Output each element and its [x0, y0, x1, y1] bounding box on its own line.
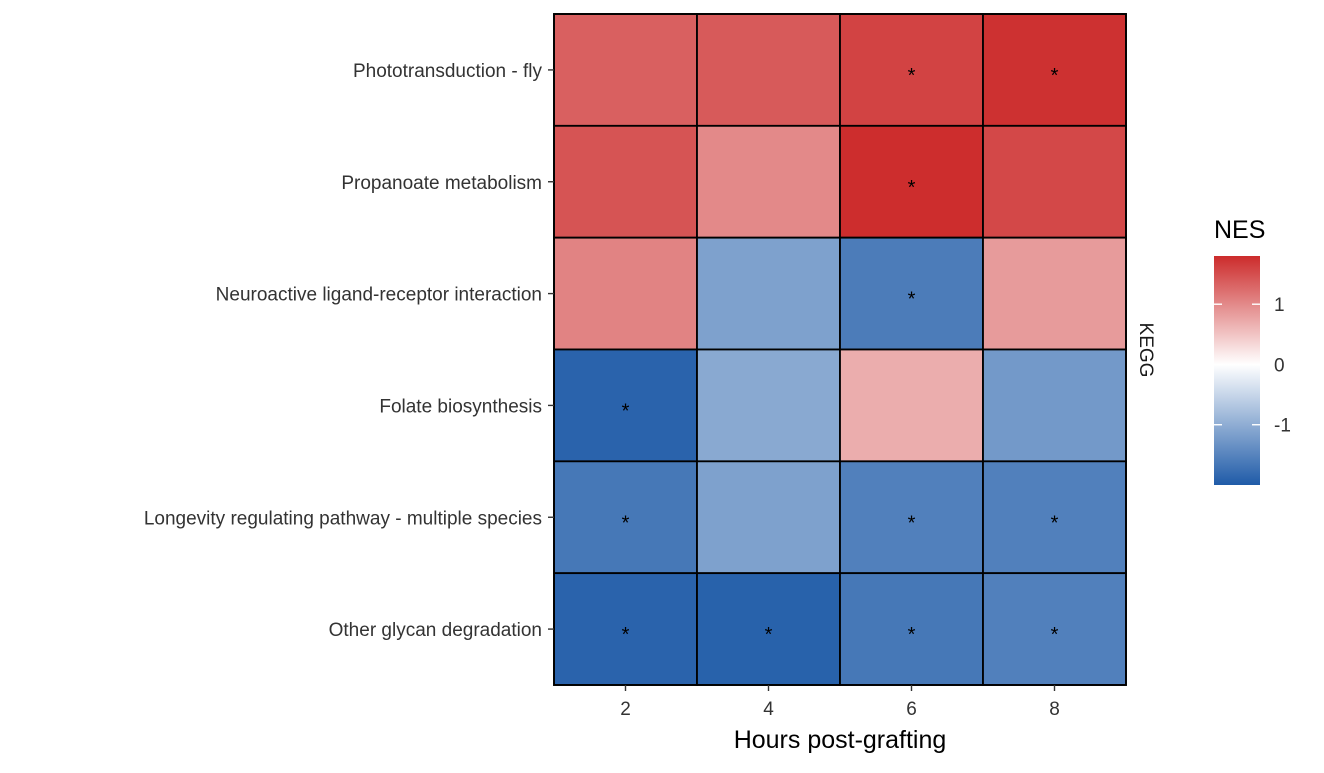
significance-star: * — [622, 624, 630, 646]
facet-strip-label: KEGG — [1135, 323, 1156, 378]
x-tick-label: 8 — [1049, 699, 1060, 720]
significance-star: * — [1051, 65, 1059, 87]
significance-star: * — [622, 512, 630, 534]
x-axis-title: Hours post-grafting — [734, 726, 947, 754]
x-tick-label: 4 — [763, 699, 774, 720]
plot-panel-border — [553, 13, 1127, 686]
heatmap-cell — [982, 572, 1127, 686]
y-tick-label: Other glycan degradation — [329, 620, 542, 641]
significance-star: * — [765, 624, 773, 646]
heatmap-cell — [982, 236, 1127, 351]
x-tick-label: 2 — [620, 699, 631, 720]
significance-star: * — [908, 289, 916, 311]
heatmap-cell — [696, 460, 841, 575]
y-tick-label: Propanoate metabolism — [341, 173, 542, 194]
significance-markers: * * * * * * * * * * * * — [622, 65, 1059, 646]
color-legend: NES 1 0 -1 — [1214, 216, 1291, 485]
significance-star: * — [908, 512, 916, 534]
heatmap-cell — [839, 13, 984, 127]
significance-star: * — [908, 65, 916, 87]
legend-tick-label: -1 — [1274, 416, 1291, 437]
heatmap-cell — [839, 236, 984, 351]
heatmap-cell — [839, 124, 984, 239]
heatmap-cell — [982, 348, 1127, 463]
heatmap-cells — [553, 13, 1127, 686]
heatmap-cell — [839, 348, 984, 463]
y-tick-label: Folate biosynthesis — [379, 396, 542, 417]
legend-colorbar — [1214, 256, 1260, 485]
y-tick-label: Phototransduction - fly — [353, 61, 543, 82]
heatmap-cell — [982, 460, 1127, 575]
heatmap-cell — [696, 13, 841, 127]
significance-star: * — [1051, 624, 1059, 646]
heatmap-cell — [553, 124, 698, 239]
y-tick-label: Neuroactive ligand-receptor interaction — [216, 285, 542, 306]
legend-title: NES — [1214, 216, 1265, 244]
significance-star: * — [622, 400, 630, 422]
heatmap-cell — [982, 124, 1127, 239]
heatmap-cell — [696, 572, 841, 686]
x-axis: 2 4 6 8 — [620, 685, 1060, 720]
heatmap-cell — [982, 13, 1127, 127]
legend-tick-label: 1 — [1274, 295, 1285, 316]
heatmap-cell — [696, 236, 841, 351]
heatmap-cell — [553, 460, 698, 575]
heatmap-cell — [696, 124, 841, 239]
x-tick-label: 6 — [906, 699, 917, 720]
significance-star: * — [908, 624, 916, 646]
significance-star: * — [1051, 512, 1059, 534]
legend-tick-label: 0 — [1274, 355, 1285, 376]
heatmap-cell — [696, 348, 841, 463]
legend-ticks: 1 0 -1 — [1214, 295, 1291, 437]
heatmap-cell — [553, 236, 698, 351]
significance-star: * — [908, 177, 916, 199]
y-axis: Phototransduction - fly Propanoate metabo… — [144, 61, 554, 641]
y-tick-label: Longevity regulating pathway - multiple … — [144, 508, 542, 529]
heatmap-cell — [553, 13, 698, 127]
